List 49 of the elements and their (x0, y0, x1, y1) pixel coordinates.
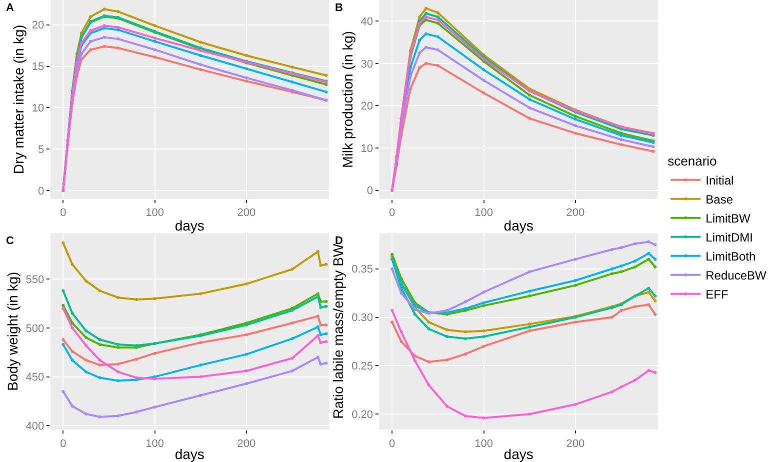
y-tick-label: 0.30 (352, 312, 374, 324)
x-tick-label: 0 (60, 438, 66, 450)
x-tick-label: 100 (146, 206, 164, 219)
y-tick-label: 0 (38, 185, 44, 198)
x-axis-title: days (504, 446, 534, 462)
legend-label: Base (706, 192, 734, 207)
x-axis-title: days (504, 217, 534, 234)
y-tick-label: 20 (32, 20, 44, 32)
y-tick-label: 10 (32, 102, 44, 115)
y-tick-label: 10 (360, 142, 374, 155)
chart-title: C (6, 235, 14, 247)
y-axis-title: Body weight (in kg) (4, 272, 20, 391)
y-tick-label: 40 (360, 16, 374, 28)
x-tick-label: 100 (474, 206, 493, 219)
x-tick-label: 200 (566, 438, 585, 450)
x-tick-label: 200 (566, 206, 585, 219)
y-axis-title: Ratio labile mass/empty BW (330, 243, 346, 419)
y-tick-label: 450 (26, 372, 44, 384)
y-tick-label: 0.20 (352, 408, 374, 421)
chart-title: A (6, 2, 14, 14)
legend-label: Initial (706, 174, 734, 188)
y-tick-label: 20 (360, 100, 374, 113)
x-tick-label: 200 (237, 438, 256, 450)
legend-title: scenario (668, 153, 717, 168)
y-tick-label: 0 (366, 185, 374, 198)
x-axis-title: days (174, 446, 204, 462)
y-tick-label: 15 (32, 61, 44, 74)
x-tick-label: 0 (389, 206, 396, 219)
legend-label: LimitDMI (706, 230, 753, 245)
legend-label: EFF (706, 288, 728, 302)
y-tick-label: 0.35 (352, 264, 374, 276)
legend-label: LimitBoth (706, 250, 756, 264)
y-axis-title: Milk production (in kg) (339, 30, 356, 168)
legend-label: LimitBW (706, 212, 751, 226)
y-tick-label: 550 (26, 274, 44, 286)
x-axis-title: days (174, 217, 204, 234)
x-tick-label: 0 (389, 438, 396, 450)
y-tick-label: 30 (360, 58, 374, 70)
y-axis-title: Dry matter intake (in kg) (10, 24, 26, 174)
x-tick-label: 100 (474, 438, 493, 450)
y-tick-label: 5 (38, 144, 44, 156)
y-tick-label: 0.25 (352, 360, 374, 373)
y-tick-label: 500 (26, 322, 44, 335)
y-tick-label: 400 (26, 420, 44, 433)
x-tick-label: 100 (146, 438, 164, 450)
x-tick-label: 0 (60, 206, 66, 219)
legend-label: ReduceBW (706, 268, 768, 283)
x-tick-label: 200 (237, 206, 256, 219)
chart-title: B (335, 2, 343, 14)
